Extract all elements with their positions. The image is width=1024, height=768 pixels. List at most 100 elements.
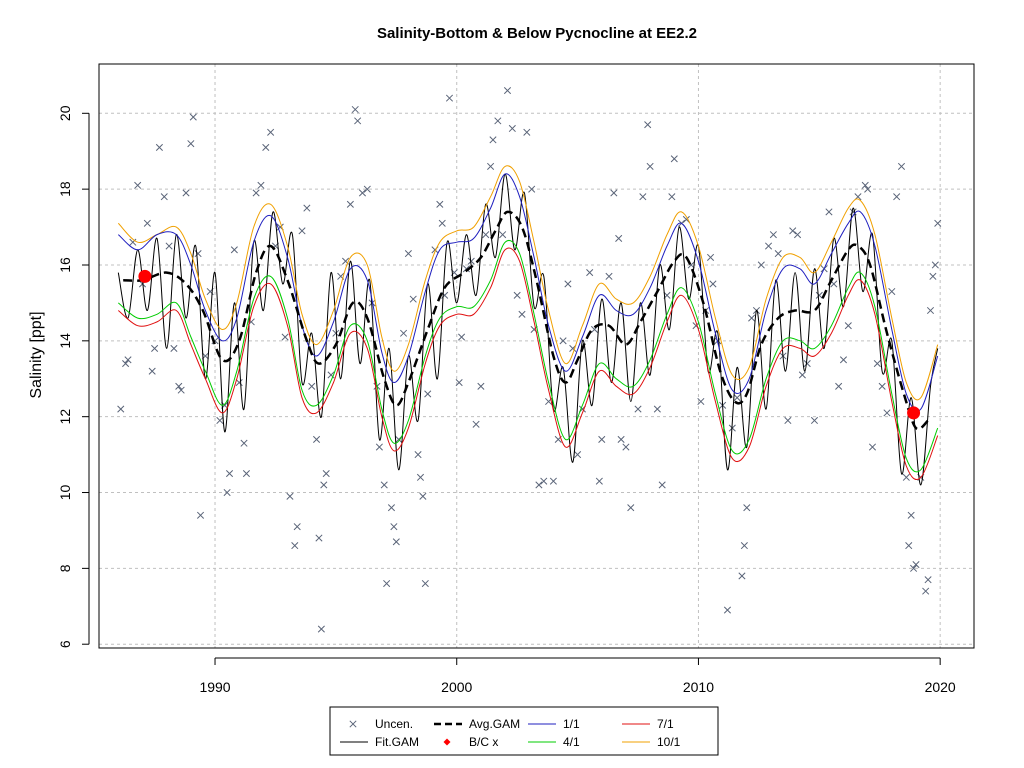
- observation-point: [489, 136, 497, 144]
- bc-point: [907, 406, 921, 420]
- observation-point: [622, 443, 630, 451]
- observation-point: [281, 333, 289, 341]
- y-axis-label: Salinity [ppt]: [28, 311, 45, 398]
- observation-point: [322, 470, 330, 478]
- legend-label: Avg.GAM: [469, 717, 520, 731]
- observation-point: [298, 227, 306, 235]
- observation-point: [769, 231, 777, 239]
- observation-point: [155, 143, 163, 151]
- observation-point: [252, 189, 260, 197]
- observation-point: [351, 105, 359, 114]
- observation-point: [893, 193, 901, 201]
- observation-point: [598, 435, 606, 443]
- chart-title: Salinity-Bottom & Below Pycnocline at EE…: [377, 25, 697, 42]
- observation-point: [358, 189, 367, 197]
- observation-point: [267, 128, 275, 136]
- observation-point: [286, 492, 294, 500]
- observation-point: [528, 185, 536, 193]
- observation-point: [535, 481, 543, 489]
- avg-gam-line: [123, 210, 929, 431]
- observation-point: [723, 606, 732, 614]
- observation-point: [293, 523, 301, 531]
- observation-point: [878, 382, 886, 390]
- x-tick-label: 2000: [441, 679, 472, 695]
- observation-point: [216, 416, 224, 425]
- observation-point: [387, 504, 396, 512]
- observation-point: [883, 409, 891, 417]
- plot-frame: [98, 63, 975, 649]
- observation-point: [187, 140, 195, 148]
- observation-point: [793, 231, 802, 239]
- observation-point: [733, 394, 741, 402]
- observation-point: [487, 162, 495, 170]
- observation-point: [235, 378, 243, 387]
- observation-point: [303, 204, 311, 212]
- observation-point: [513, 291, 521, 299]
- legend-label: Uncen.: [375, 717, 413, 731]
- observation-point: [605, 272, 613, 280]
- observation-point: [926, 306, 935, 315]
- legend-box: [329, 706, 719, 756]
- observation-point: [740, 542, 748, 550]
- y-tick-label: 20: [57, 105, 73, 121]
- series-10-1-line: [117, 165, 939, 401]
- observation-point: [905, 542, 913, 550]
- observation-point: [646, 162, 654, 170]
- observation-point: [177, 386, 185, 394]
- observation-point: [907, 511, 915, 519]
- observation-point: [122, 360, 130, 368]
- observation-point: [518, 310, 526, 318]
- observation-point: [757, 261, 765, 269]
- observation-point: [774, 250, 782, 258]
- observation-point: [477, 382, 485, 390]
- observation-point: [508, 124, 516, 133]
- observation-point: [143, 219, 151, 227]
- y-tick-label: 6: [57, 640, 73, 648]
- observation-point: [291, 542, 299, 550]
- series-4-1-line: [117, 239, 939, 473]
- observation-point: [129, 238, 137, 246]
- observation-point: [458, 333, 466, 341]
- observation-point: [317, 625, 325, 633]
- observation-point: [404, 250, 412, 258]
- observation-point: [653, 405, 661, 413]
- observation-point: [189, 113, 197, 121]
- observation-point: [242, 470, 250, 478]
- observation-point: [864, 185, 872, 193]
- observation-point: [170, 344, 178, 352]
- observation-point: [230, 246, 238, 254]
- observation-point: [897, 162, 906, 170]
- observation-point: [929, 272, 937, 280]
- observation-point: [861, 181, 869, 189]
- observation-point: [262, 143, 270, 151]
- observation-point: [668, 193, 676, 201]
- observation-point: [392, 538, 400, 546]
- observation-point: [810, 416, 819, 425]
- observation-point: [346, 200, 354, 208]
- y-tick-label: 12: [57, 409, 73, 425]
- observation-point: [931, 261, 939, 269]
- series-7-1-line: [117, 247, 939, 480]
- observation-point: [634, 405, 642, 413]
- observation-point: [798, 371, 806, 379]
- observation-point: [182, 189, 190, 197]
- observation-point: [312, 435, 321, 443]
- observation-point: [223, 488, 231, 497]
- observation-point: [784, 416, 792, 425]
- observation-point: [540, 477, 548, 485]
- observation-point: [789, 227, 797, 235]
- series-lines: [117, 165, 939, 486]
- y-tick-label: 14: [57, 333, 73, 349]
- observation-point: [400, 329, 408, 337]
- observation-point: [499, 231, 507, 239]
- observation-point: [738, 572, 746, 580]
- observation-point: [523, 128, 531, 136]
- observation-point: [315, 534, 323, 542]
- observation-point: [639, 193, 647, 201]
- observation-point: [617, 435, 625, 443]
- observation-point: [421, 579, 429, 588]
- observation-point: [225, 470, 234, 478]
- y-tick-label: 16: [57, 257, 73, 273]
- observation-point: [934, 219, 942, 227]
- observation-point: [868, 443, 877, 451]
